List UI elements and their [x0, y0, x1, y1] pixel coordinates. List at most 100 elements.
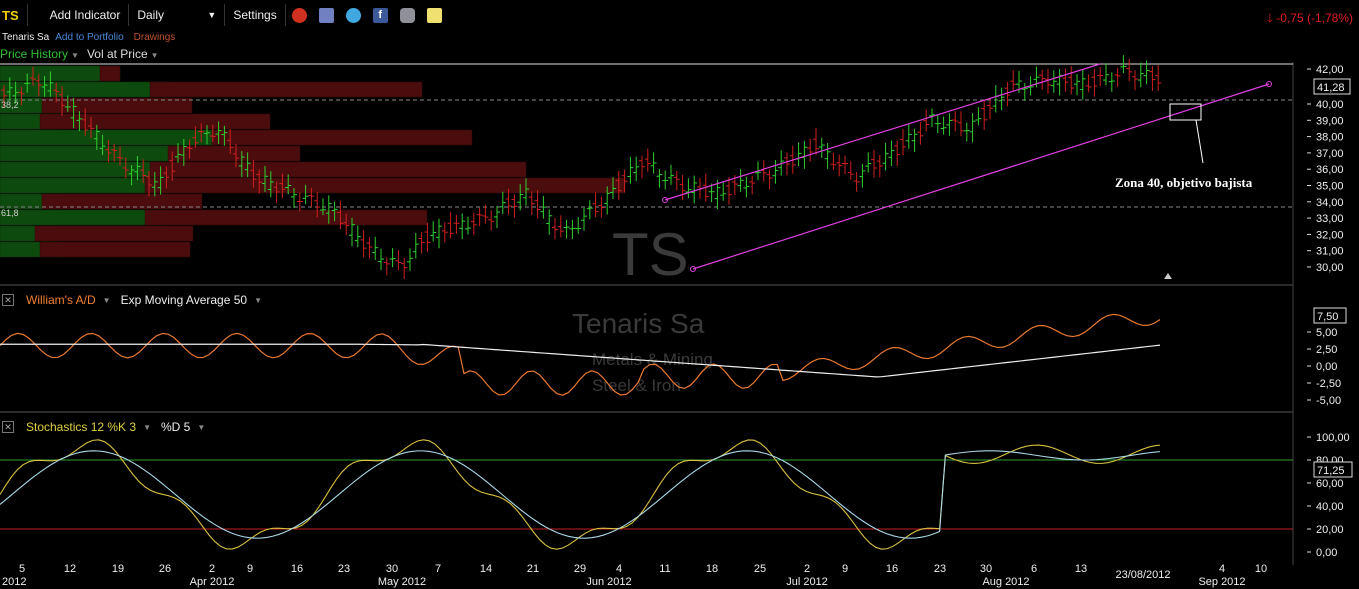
fib-38-label: 38,2 — [1, 100, 19, 110]
stochastics-panel — [0, 439, 1293, 550]
vol-at-price-label: Vol at Price — [86, 46, 148, 61]
drawings-link[interactable]: Drawings — [133, 32, 176, 43]
last-value-box — [1313, 461, 1353, 478]
date-day-label: 9 — [247, 563, 253, 575]
channel-upper-line — [664, 63, 1101, 201]
williams-ad-label[interactable]: William's A/D — [26, 293, 96, 307]
y-tick-label: 33,00 — [1316, 213, 1344, 225]
add-indicator-button[interactable]: Add Indicator — [42, 4, 130, 26]
ticker-symbol[interactable]: TS — [0, 4, 28, 26]
date-day-label: 29 — [574, 563, 586, 575]
date-axis: 5 12 19 26 2 9 16 23 30 7 14 21 29 4 11 18 25 2 9 16 23 30 6 13… — [2, 563, 1267, 588]
price-change: 🡓 -0,75 (-1,78%) — [1267, 9, 1353, 30]
sub-toolbar: Tenaris Sa Add to Portfolio Drawings — [0, 30, 175, 45]
facebook-icon[interactable]: f — [372, 7, 388, 23]
collapse-arrow-icon[interactable] — [1164, 273, 1172, 279]
date-day-label: 16 — [886, 563, 898, 575]
date-year-partial: 2012 — [2, 576, 26, 588]
chevron-down-icon[interactable]: ▼ — [143, 422, 151, 432]
vap-bar-buy — [0, 145, 189, 162]
chevron-down-icon[interactable]: ▼ — [102, 295, 111, 305]
y-tick-label: 40,00 — [1316, 501, 1344, 513]
down-arrow-icon: 🡓 — [1266, 11, 1273, 25]
add-to-portfolio-link[interactable]: Add to Portfolio — [55, 32, 124, 43]
twitter-icon[interactable] — [345, 7, 361, 23]
price-change-text: -0,75 (-1,78%) — [1276, 11, 1353, 25]
y-tick-label: 34,00 — [1316, 197, 1344, 209]
last-value-box — [1313, 307, 1347, 324]
last-price-value: 41,28 — [1317, 82, 1345, 94]
portfolio-icon[interactable] — [318, 7, 334, 23]
price-history-menu[interactable]: Price History ▼ — [0, 47, 79, 61]
date-day-label: 23 — [338, 563, 350, 575]
fib-61-label: 61,8 — [1, 208, 19, 218]
price-y-axis: 42,00 40,00 39,00 38,00 37,00 36,00 35,00 34,00… — [1307, 64, 1351, 274]
y-tick-label: 37,00 — [1316, 148, 1344, 160]
y-tick-label: 35,00 — [1316, 181, 1344, 193]
date-month-label: Sep 2012 — [1198, 576, 1245, 588]
price-ohlc-bars — [1, 55, 1162, 279]
close-panel-icon[interactable]: ✕ — [2, 294, 14, 306]
date-day-label: 21 — [527, 563, 539, 575]
stochastics-k-label[interactable]: Stochastics 12 %K 3 — [26, 420, 137, 434]
date-day-label: 13 — [1075, 563, 1087, 575]
vap-bar-sell — [34, 225, 194, 242]
trend-channel[interactable] — [662, 63, 1272, 272]
ema-label[interactable]: Exp Moving Average 50 — [120, 293, 248, 307]
vol-at-price-menu[interactable]: Vol at Price ▼ — [87, 47, 159, 61]
chevron-down-icon[interactable]: ▼ — [197, 422, 206, 432]
date-day-label: 23 — [934, 563, 946, 575]
date-day-label: 11 — [659, 563, 670, 575]
date-day-label: 25 — [754, 563, 766, 575]
vap-bar-sell — [99, 65, 121, 82]
y-tick-label: 20,00 — [1316, 524, 1344, 536]
company-name: Tenaris Sa — [2, 32, 50, 43]
date-day-label: 4 — [616, 563, 622, 575]
chevron-down-icon: ▼ — [71, 50, 79, 60]
date-day-label: 7 — [435, 563, 441, 575]
channel-handle — [690, 266, 696, 272]
vap-bar-buy — [0, 209, 166, 226]
vap-bar-sell — [41, 193, 203, 210]
stochastics-d-label[interactable]: %D 5 — [160, 420, 191, 434]
channel-handle — [662, 197, 668, 203]
chevron-down-icon: ▼ — [150, 50, 159, 60]
date-day-label: 14 — [480, 563, 492, 575]
williams-ad-line — [0, 313, 1161, 396]
chevron-down-icon[interactable]: ▼ — [254, 295, 263, 305]
volume-at-price-bars — [0, 65, 626, 258]
annotation-pointer — [1195, 119, 1204, 164]
y-tick-label: 30,00 — [1316, 262, 1344, 274]
price-panel-header: Price History ▼ Vol at Price ▼ — [0, 46, 159, 61]
y-tick-label: 0,00 — [1316, 547, 1337, 559]
cursor-date-label: 23/08/2012 — [1115, 569, 1170, 581]
date-day-label: 18 — [706, 563, 718, 575]
stochastics-k-line — [0, 439, 1161, 550]
y-tick-label: 31,00 — [1316, 246, 1344, 258]
camera-icon[interactable] — [399, 7, 415, 23]
close-panel-icon[interactable]: ✕ — [2, 421, 14, 433]
alarm-clock-icon[interactable] — [291, 7, 307, 23]
williams-ad-panel — [0, 313, 1161, 396]
date-month-label: Jun 2012 — [586, 576, 631, 588]
period-value: Daily — [137, 8, 165, 22]
vap-bar-sell — [211, 129, 473, 146]
y-tick-label: 60,00 — [1316, 478, 1344, 490]
annotation-text: Zona 40, objetivo bajista — [1115, 175, 1253, 190]
date-day-label: 12 — [64, 563, 76, 575]
period-select[interactable]: Daily ▼ — [129, 4, 226, 26]
vap-bar-buy — [0, 81, 171, 98]
target-zone-box[interactable] — [1169, 103, 1202, 121]
vap-bar-sell — [144, 209, 428, 226]
y-tick-label: 0,00 — [1316, 361, 1337, 373]
y-tick-label: 2,50 — [1316, 344, 1337, 356]
note-icon[interactable] — [426, 7, 442, 23]
date-day-label: 9 — [842, 563, 848, 575]
top-toolbar: TS Add Indicator Daily ▼ Settings f 🡓 -0… — [0, 0, 1359, 30]
date-day-label: 4 — [1219, 563, 1225, 575]
settings-button[interactable]: Settings — [225, 4, 286, 26]
watermark-sector: Metals & Mining — [592, 350, 713, 369]
williams-panel-header: ✕ William's A/D ▼ Exp Moving Average 50 … — [0, 292, 262, 308]
